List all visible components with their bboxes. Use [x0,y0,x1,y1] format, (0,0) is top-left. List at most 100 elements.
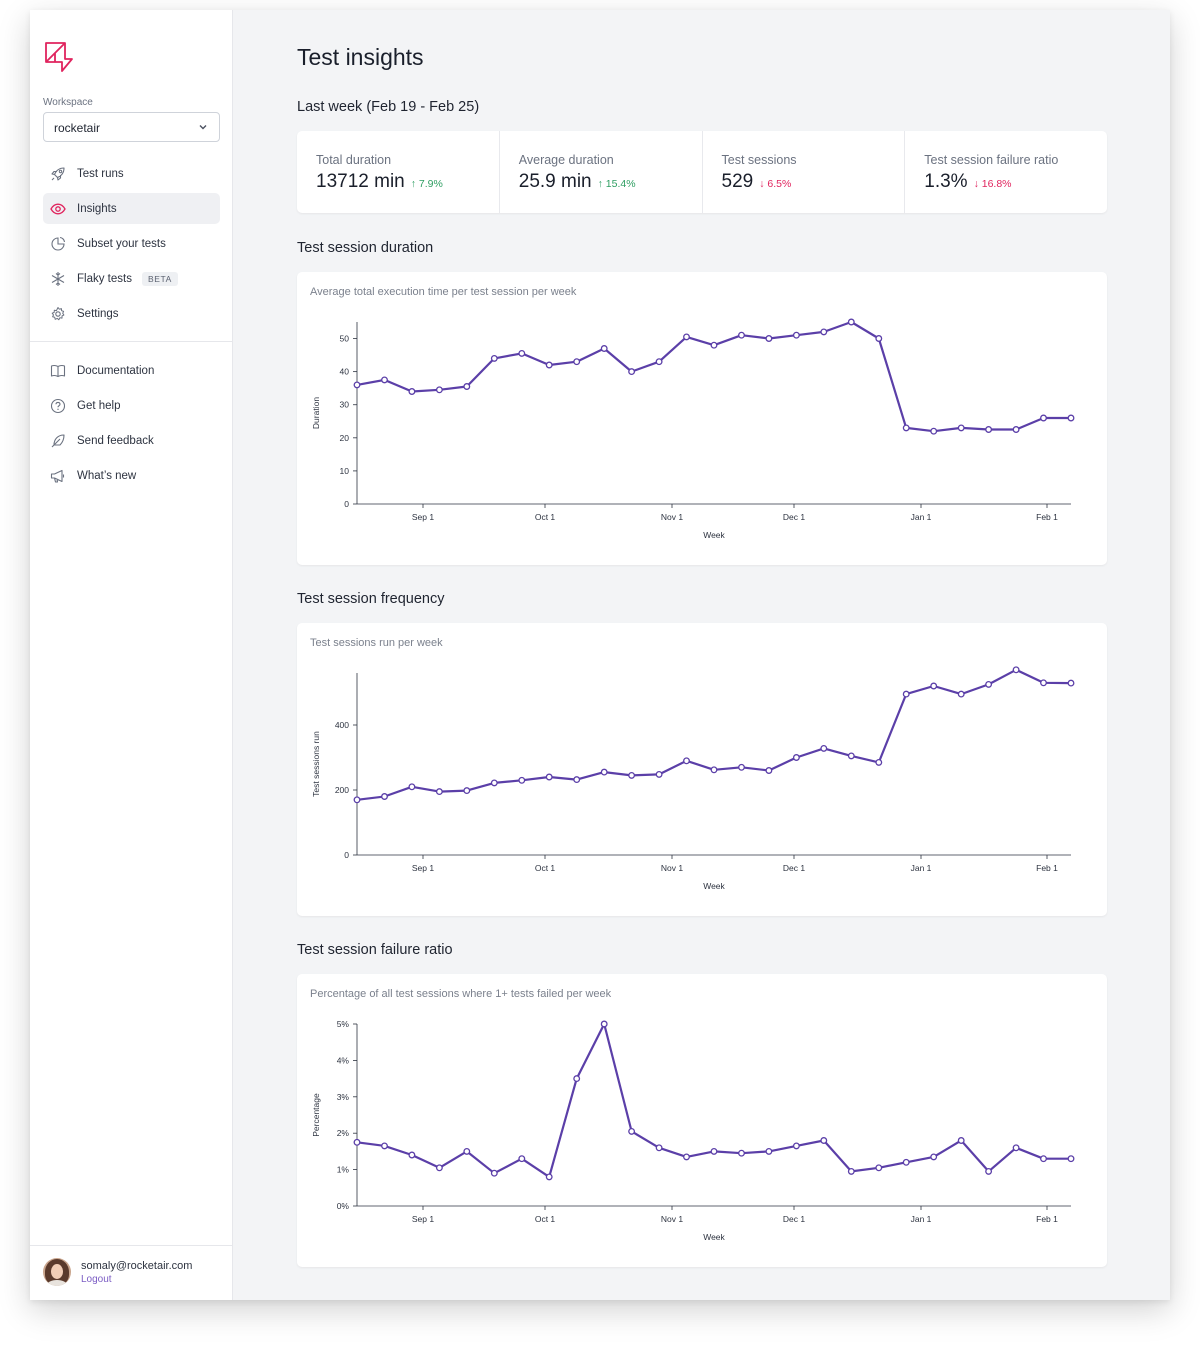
data-point [628,1127,636,1135]
user-email: somaly@rocketair.com [81,1259,193,1272]
data-point [545,1173,553,1181]
x-axis-label: Week [703,881,725,891]
y-tick-label: 10 [340,466,350,476]
data-point [573,776,581,784]
duration-chart: 0 10 20 30 40 50 Sep 1 Oct 1 Nov 1 Dec 1 Jan 1 Feb … [311,318,1075,540]
x-tick-label: Dec 1 [783,863,805,873]
data-point [381,376,388,384]
workspace-select[interactable]: rocketair [43,112,220,142]
data-point [435,1164,443,1172]
data-point [957,1137,965,1144]
data-point [738,331,745,339]
stat-average-duration: Average duration 25.9 min ↑ 15.4% [500,131,703,213]
y-axis-label: Duration [311,397,321,429]
data-point [1012,1144,1020,1152]
arrow-down-icon: ↓ [973,178,979,190]
nav-item-insights[interactable]: Insights [43,193,220,224]
y-axis-label: Percentage [311,1093,321,1137]
y-tick-label: 4% [337,1055,350,1065]
data-point [792,331,800,339]
chart-card-failure-ratio: Percentage of all test sessions where 1+… [297,974,1107,1267]
logout-link[interactable]: Logout [81,1273,112,1285]
stat-label: Test session failure ratio [924,153,1059,167]
period-title: Last week (Feb 19 - Feb 25) [297,99,480,115]
x-tick-label: Jan 1 [911,512,932,522]
data-point [1040,1155,1047,1163]
data-point [930,682,938,690]
data-point [353,796,361,804]
y-tick-label: 400 [335,720,349,730]
data-point [683,757,690,765]
stat-failure-ratio: Test session failure ratio 1.3% ↓ 16.8% [905,131,1107,213]
data-point [573,358,581,366]
launchable-logo-icon[interactable] [43,40,75,74]
y-tick-label: 1% [337,1165,350,1175]
nav-item-whats-new[interactable]: What’s new [43,460,220,491]
data-point [435,788,443,796]
nav-label: Flaky tests [77,272,132,285]
failure-ratio-chart: 0% 1% 2% 3% 4% 5% Sep 1 Oct 1 Nov 1 Dec 1 Jan 1 Feb… [311,1019,1075,1242]
data-point [1012,666,1020,674]
nav-label: Settings [77,307,119,320]
data-point [930,1153,938,1161]
arrow-up-icon: ↑ [410,178,416,190]
x-tick-label: Nov 1 [661,863,683,873]
nav-item-send-feedback[interactable]: Send feedback [43,425,220,456]
question-icon [50,398,66,414]
data-point [408,388,416,395]
x-tick-label: Dec 1 [783,1214,805,1224]
y-tick-label: 0 [344,850,349,860]
data-point [490,1169,498,1177]
secondary-nav: Documentation Get help Send feedback Wha… [43,355,220,495]
series-line [356,668,1072,801]
x-tick-label: Feb 1 [1036,1214,1058,1224]
x-tick-label: Sep 1 [412,1214,434,1224]
x-tick-label: Oct 1 [535,512,556,522]
x-tick-label: Nov 1 [661,512,683,522]
main-content: Test insights Last week (Feb 19 - Feb 25… [233,10,1170,1300]
stat-value: 529 [721,171,754,192]
data-point [600,768,608,776]
stat-delta-down: ↓ 16.8% [974,178,1012,190]
data-point [1012,426,1020,433]
nav-item-settings[interactable]: Settings [43,298,220,329]
stats-panel: Total duration 13712 min ↑ 7.9% Average d… [297,131,1107,213]
chart-subtitle: Average total execution time per test se… [310,286,577,298]
data-point [683,1153,690,1161]
y-tick-label: 2% [337,1128,350,1138]
data-point [435,386,443,394]
feather-icon [50,433,66,449]
primary-nav: Test runs Insights Subset your tests Fla… [43,158,220,333]
x-tick-label: Feb 1 [1036,512,1058,522]
data-point [710,766,718,774]
workspace-value: rocketair [54,121,101,135]
data-point [902,690,910,698]
data-point [957,690,965,698]
x-tick-label: Jan 1 [911,863,932,873]
arrow-down-icon: ↓ [759,178,765,190]
beta-badge: BETA [141,271,178,286]
x-tick-label: Sep 1 [412,863,434,873]
data-point [600,345,608,352]
page-title: Test insights [297,44,424,70]
data-point [1040,414,1047,422]
nav-item-test-runs[interactable]: Test runs [43,158,220,189]
data-point [902,1158,910,1166]
y-tick-label: 0 [344,499,349,509]
avatar[interactable] [43,1258,71,1286]
nav-item-subset-your-tests[interactable]: Subset your tests [43,228,220,259]
x-tick-label: Feb 1 [1036,863,1058,873]
data-point [1040,679,1047,687]
nav-item-documentation[interactable]: Documentation [43,355,220,386]
y-tick-label: 0% [337,1201,350,1211]
nav-item-get-help[interactable]: Get help [43,390,220,421]
stat-value: 25.9 min [518,171,592,192]
nav-item-flaky-tests[interactable]: Flaky tests BETA [43,263,220,294]
data-point [655,1144,663,1152]
data-point [518,1155,526,1163]
stat-delta-down: ↓ 6.5% [759,178,791,190]
user-profile: somaly@rocketair.com Logout [43,1258,192,1286]
stat-value: 13712 min [316,171,405,192]
data-point [600,1020,608,1028]
y-tick-label: 40 [340,367,350,377]
